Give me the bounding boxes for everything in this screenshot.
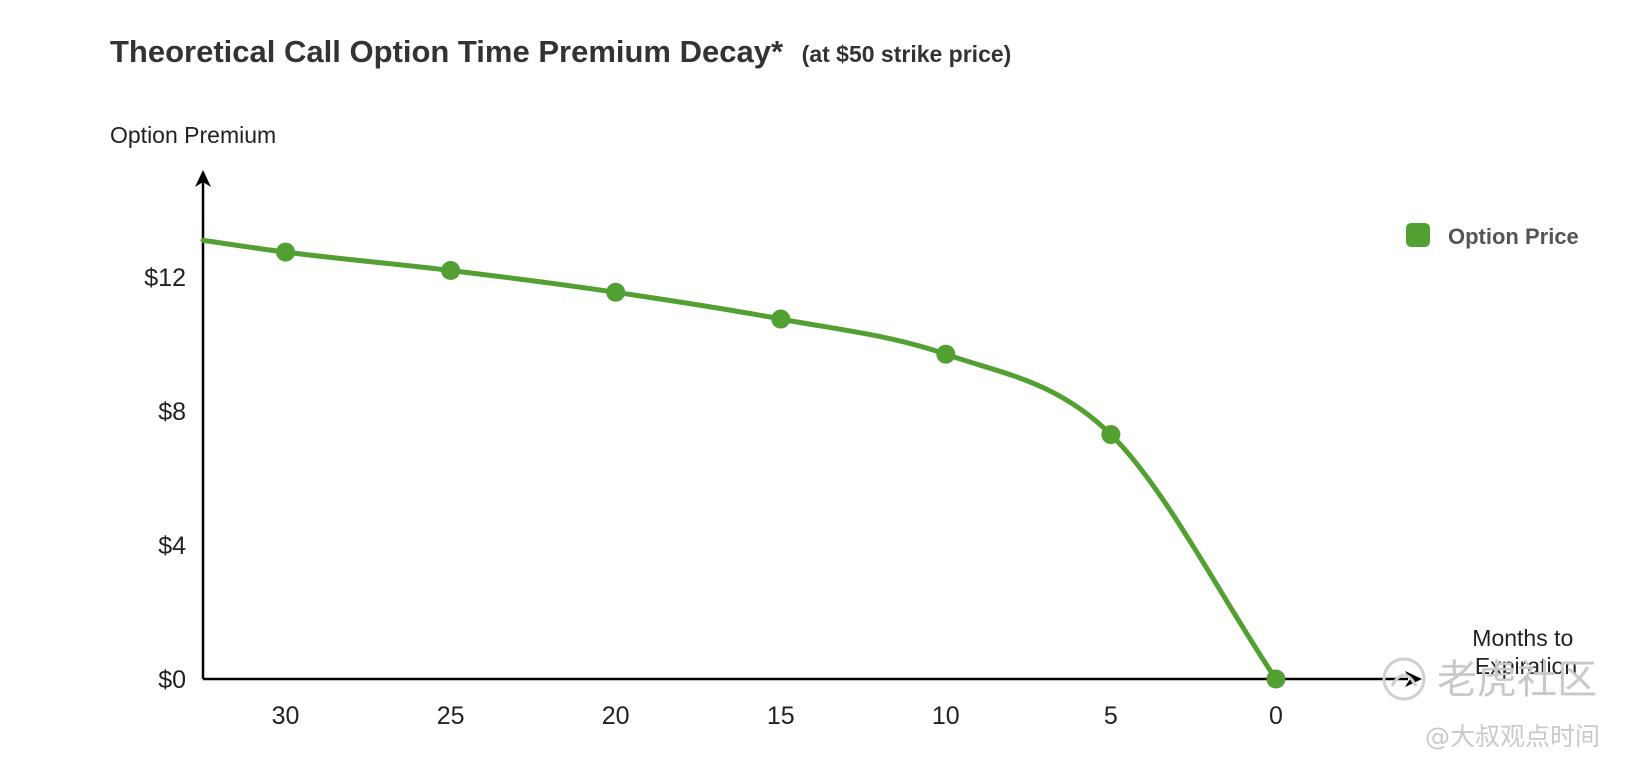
y-tick-label: $0 (158, 666, 186, 694)
data-point (1266, 669, 1286, 689)
data-point (1101, 425, 1121, 445)
watermark-logo-icon (1382, 657, 1426, 701)
y-tick-labels: $0 $4 $8 $12 (144, 264, 186, 694)
legend: Option Price (1406, 223, 1579, 249)
y-tick-label: $8 (158, 398, 186, 426)
data-point (441, 260, 461, 280)
x-tick-labels: 30 25 20 15 10 5 0 (272, 702, 1283, 730)
x-tick-label: 10 (932, 702, 960, 730)
data-point (771, 309, 791, 329)
watermark-subtext: @大叔观点时间 (1425, 722, 1600, 751)
x-axis-title-line2: Expiration (1475, 653, 1577, 679)
x-tick-label: 25 (437, 702, 465, 730)
y-axis-arrow-icon (195, 170, 211, 187)
data-point (606, 282, 626, 302)
chart-title: Theoretical Call Option Time Premium Dec… (110, 34, 1011, 69)
watermark-text: 老虎社区 (1437, 657, 1597, 703)
x-axis-arrow-icon (1405, 671, 1422, 687)
x-tick-label: 20 (602, 702, 630, 730)
watermark: 老虎社区 @大叔观点时间 (1382, 657, 1600, 751)
legend-label: Option Price (1448, 224, 1579, 249)
x-tick-label: 0 (1269, 702, 1283, 730)
y-tick-label: $4 (158, 532, 186, 560)
x-tick-label: 30 (272, 702, 300, 730)
chart-subtitle: (at $50 strike price) (802, 41, 1012, 67)
x-axis-title-line1: Months to (1472, 625, 1573, 651)
data-point (276, 242, 296, 262)
series-points (276, 242, 1286, 689)
y-axis-title: Option Premium (110, 122, 276, 148)
data-point (936, 344, 956, 364)
x-axis (203, 671, 1422, 687)
y-axis (195, 170, 211, 679)
chart-title-main: Theoretical Call Option Time Premium Dec… (110, 34, 784, 69)
y-tick-label: $12 (144, 264, 186, 292)
x-axis-title: Months to Expiration (1472, 625, 1579, 679)
series-line-option-price (200, 237, 1279, 682)
x-tick-label: 15 (767, 702, 795, 730)
legend-swatch (1406, 223, 1430, 247)
x-tick-label: 5 (1104, 702, 1118, 730)
